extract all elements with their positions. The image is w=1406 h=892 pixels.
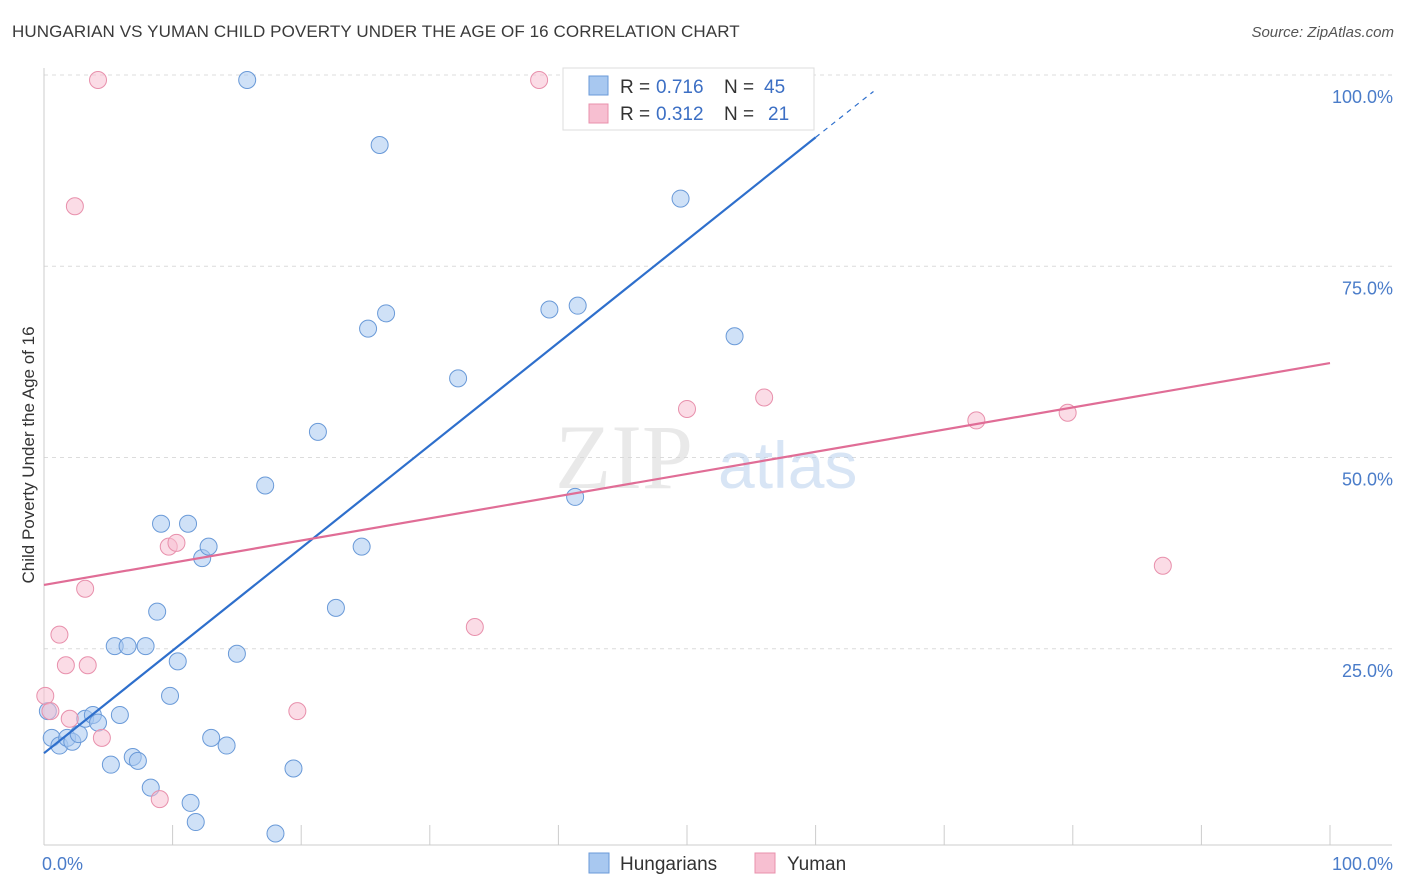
point-hungarians-8 [89,713,108,732]
legend-n-label-hungarians: N = [724,77,759,98]
series-legend-label-hungarians: Hungarians [620,854,717,875]
point-hungarians-21 [179,514,198,533]
point-hungarians-40 [540,300,559,319]
legend-n-value-hungarians: 45 [764,77,785,98]
point-yuman-9 [92,728,111,747]
legend-r-label-hungarians: R = [620,77,655,98]
point-hungarians-11 [110,705,129,724]
y-tick-labels: 25.0% 50.0% 75.0% 100.0% [1332,87,1393,681]
point-hungarians-37 [370,136,389,155]
point-yuman-10 [150,790,169,809]
point-hungarians-14 [128,751,147,770]
x-tick-label-start: 0.0% [42,854,83,874]
legend-swatch-hungarians [588,75,609,96]
point-hungarians-17 [148,602,167,621]
point-hungarians-27 [217,736,236,755]
point-yuman-4 [60,709,79,728]
point-hungarians-5 [69,725,88,744]
legend-r-value-hungarians: 0.716 [656,77,704,98]
point-hungarians-36 [359,319,378,338]
point-yuman-7 [78,656,97,675]
trend-line-yuman [43,361,1331,586]
point-yuman-16 [678,399,696,418]
watermark: ZIP atlas [555,406,857,508]
point-hungarians-15 [136,637,155,656]
chart-title: HUNGARIAN VS YUMAN CHILD POVERTY UNDER T… [12,22,740,41]
point-yuman-2 [50,625,69,644]
point-yuman-12 [167,533,186,552]
source-credit: Source: ZipAtlas.com [1251,24,1394,41]
point-hungarians-9 [101,755,120,774]
trend-line-hungarians [43,136,817,755]
y-tick-label-3: 100.0% [1332,87,1393,107]
point-hungarians-39 [449,369,468,388]
point-hungarians-44 [725,327,744,346]
legend-r-value-yuman: 0.312 [656,104,704,125]
point-hungarians-22 [181,793,200,812]
point-hungarians-23 [186,813,205,832]
series-legend-swatch-yuman [754,852,776,874]
series-legend-swatch-hungarians [588,852,610,874]
point-yuman-15 [530,71,549,89]
stats-legend: R = 0.716 N = 45 R = 0.312 N = 21 [562,67,815,131]
legend-r-label-yuman: R = [620,104,655,125]
trend-line-extension-hungarians [815,91,874,138]
point-hungarians-43 [671,189,690,208]
point-hungarians-19 [161,686,180,705]
point-hungarians-25 [199,537,218,556]
y-tick-label-1: 50.0% [1342,470,1393,490]
point-hungarians-33 [308,422,327,441]
point-hungarians-35 [352,537,371,556]
point-yuman-17 [755,388,774,407]
point-hungarians-18 [152,514,171,533]
point-yuman-13 [288,702,307,721]
point-yuman-18 [967,411,986,430]
legend-swatch-yuman [588,103,609,124]
point-yuman-3 [56,656,75,675]
point-hungarians-42 [568,296,587,315]
point-hungarians-29 [238,71,257,89]
grid [44,74,1392,650]
point-yuman-8 [89,71,108,89]
y-tick-label-0: 25.0% [1342,661,1393,681]
point-yuman-5 [65,197,84,216]
point-yuman-20 [1153,556,1172,575]
data-points [36,71,1172,843]
point-hungarians-20 [168,652,187,671]
series-legend-label-yuman: Yuman [787,854,846,875]
point-hungarians-31 [266,824,285,843]
x-tick-label-end: 100.0% [1332,854,1393,874]
legend-n-label-yuman: N = [724,104,759,125]
series-legend: Hungarians Yuman [588,852,846,875]
point-hungarians-38 [377,304,396,323]
point-hungarians-34 [326,598,345,617]
point-hungarians-28 [227,644,246,663]
y-tick-label-2: 75.0% [1342,278,1393,298]
point-hungarians-30 [256,476,275,495]
point-hungarians-12 [118,637,137,656]
legend-n-value-yuman: 21 [768,104,789,125]
point-hungarians-32 [284,759,303,778]
point-hungarians-26 [202,728,221,747]
y-axis-label: Child Poverty Under the Age of 16 [19,326,38,583]
point-yuman-1 [41,702,60,721]
point-yuman-14 [465,617,484,636]
point-yuman-6 [76,579,95,598]
point-yuman-0 [36,686,55,705]
trend-lines [43,91,1331,755]
point-hungarians-41 [566,487,585,506]
